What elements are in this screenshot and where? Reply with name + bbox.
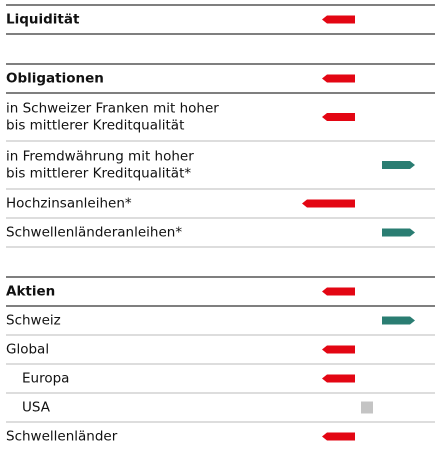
underweight-arrow	[322, 345, 355, 354]
underweight-arrow	[322, 374, 355, 383]
row-label: Schwellenländeranleihen*	[6, 225, 182, 241]
row-label: Europa	[22, 371, 69, 387]
overweight-arrow	[382, 161, 415, 169]
row-label: Global	[6, 342, 49, 358]
underweight-arrow	[322, 432, 355, 441]
row-label: Schweiz	[6, 313, 61, 329]
row-label: USA	[22, 400, 51, 416]
row-label: Schwellenländer	[6, 429, 118, 445]
neutral-mark	[361, 401, 373, 414]
group-heading: Liquidität	[6, 12, 80, 28]
row-label: bis mittlerer Kreditqualität*	[6, 166, 191, 182]
row-label: in Fremdwährung mit hoher	[6, 149, 194, 165]
underweight-arrow	[322, 74, 355, 83]
underweight-arrow	[322, 113, 355, 121]
row-label: Hochzinsanleihen*	[6, 196, 132, 212]
underweight-arrow	[302, 199, 355, 208]
underweight-arrow	[322, 15, 355, 24]
row-label: bis mittlerer Kreditqualität	[6, 118, 184, 134]
underweight-arrow	[322, 287, 355, 296]
overweight-arrow	[382, 316, 415, 325]
row-label: in Schweizer Franken mit hoher	[6, 101, 219, 117]
group-heading: Aktien	[6, 284, 55, 300]
overweight-arrow	[382, 228, 415, 237]
group-heading: Obligationen	[6, 71, 104, 87]
